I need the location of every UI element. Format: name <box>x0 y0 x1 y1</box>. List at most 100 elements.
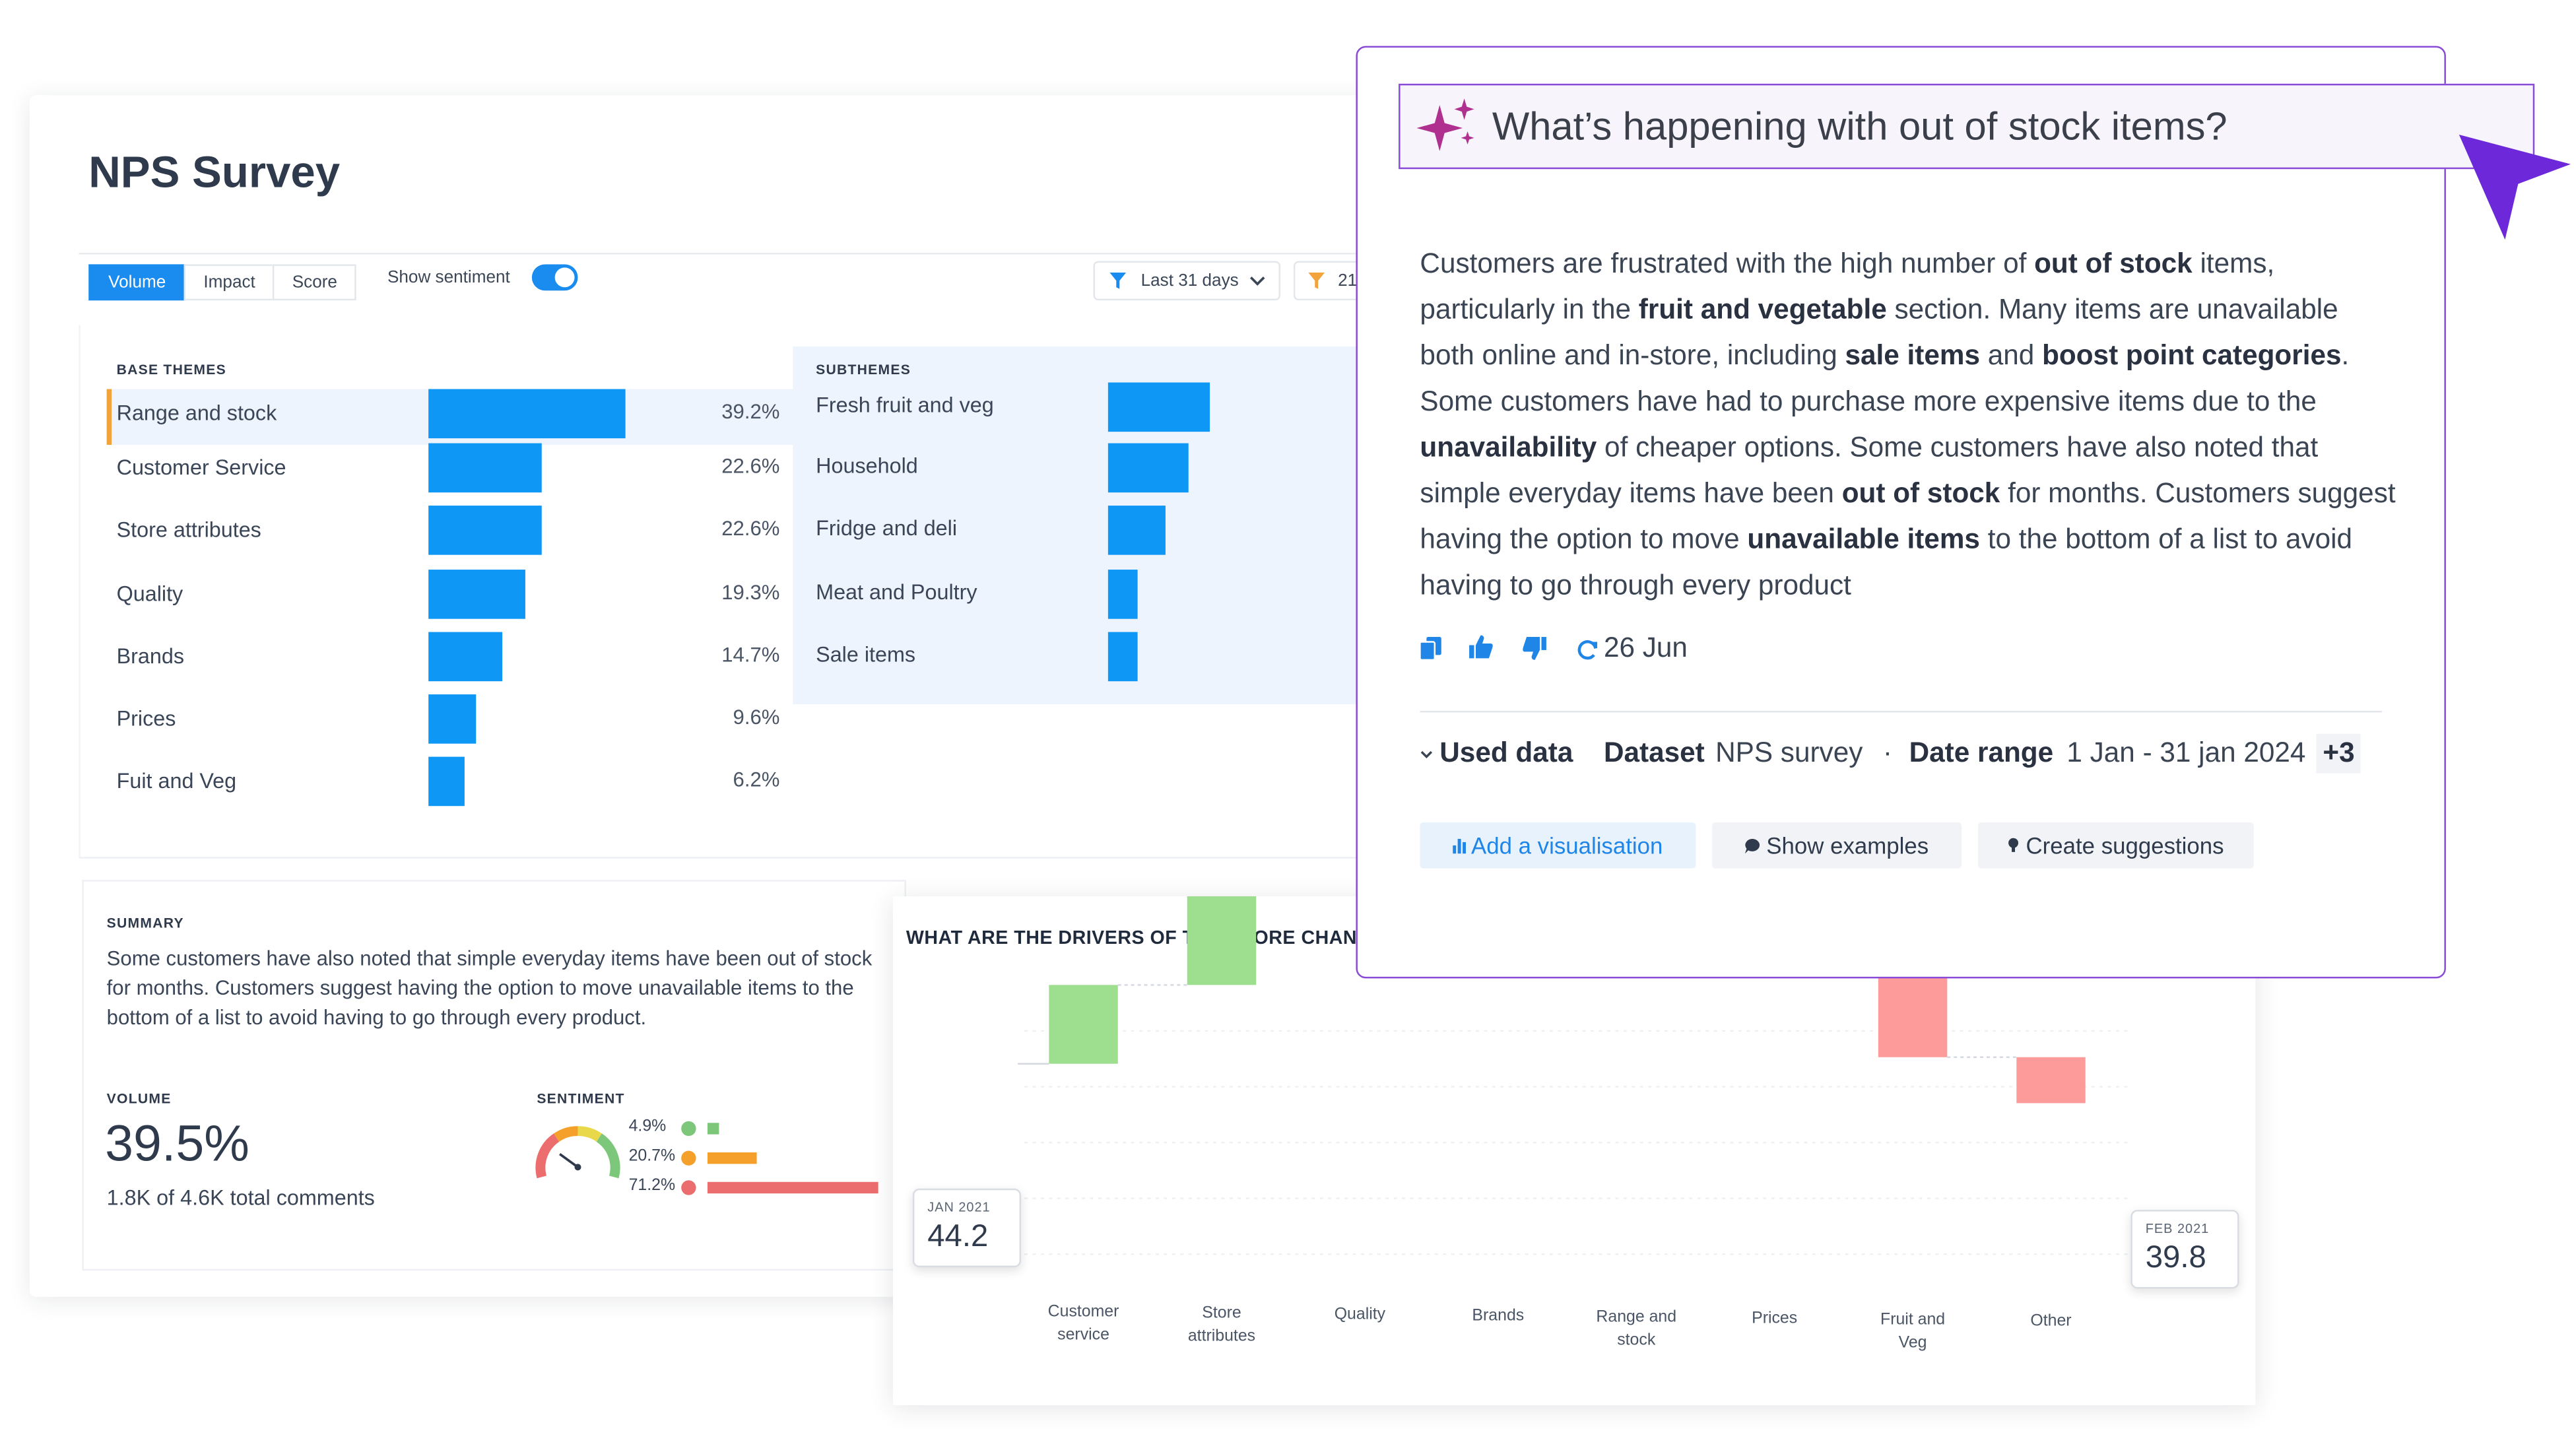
filter-icon <box>1109 272 1127 289</box>
theme-row[interactable]: Fuit and Veg 6.2% <box>81 756 786 807</box>
dataset-value: NPS survey <box>1715 737 1863 769</box>
thumbs-down-icon[interactable] <box>1522 637 1546 661</box>
show-sentiment-toggle[interactable] <box>531 264 578 291</box>
summary-card: SUMMARY Some customers have also noted t… <box>82 880 906 1271</box>
waterfall-bar[interactable] <box>2016 1057 2086 1104</box>
answer-keyword: sale items <box>1845 339 1981 372</box>
answer-text-segment: for months. Customers suggest having the… <box>1420 477 2396 555</box>
theme-bar <box>428 632 503 682</box>
create-suggestions-label: Create suggestions <box>2026 832 2224 859</box>
x-axis-label: Quality <box>1335 1305 1386 1323</box>
sentiment-percent: 71.2% <box>628 1177 676 1195</box>
x-axis-label: Other <box>2030 1311 2071 1330</box>
tab-volume[interactable]: Volume <box>88 264 186 301</box>
subthemes-heading: SUBTHEMES <box>816 361 911 378</box>
volume-subtext: 1.8K of 4.6K total comments <box>106 1185 375 1210</box>
subtheme-row[interactable]: Fridge and deli <box>803 506 1377 555</box>
x-axis-label: attributes <box>1188 1327 1255 1345</box>
waterfall-title: WHAT ARE THE DRIVERS OF THE SCORE CHANGE <box>906 929 1356 949</box>
answer-actions: 26 Jun <box>1420 632 1912 669</box>
ai-answer-panel: Customers are frustrated with the high n… <box>1356 46 2446 979</box>
theme-percent: 22.6% <box>721 454 780 478</box>
subthemes-background <box>793 346 1394 705</box>
show-examples-button[interactable]: Show examples <box>1712 822 1962 869</box>
theme-row[interactable]: Brands 14.7% <box>81 632 786 682</box>
refresh-icon[interactable] <box>1576 639 1599 662</box>
theme-percent: 19.3% <box>721 581 780 605</box>
theme-label: Store attributes <box>116 517 261 542</box>
show-examples-label: Show examples <box>1766 832 1929 859</box>
x-axis-label: Fruit and <box>1880 1310 1945 1329</box>
sentiment-bar <box>707 1123 719 1135</box>
x-axis-label: service <box>1057 1325 1109 1344</box>
sparkles-icon <box>1416 98 1474 151</box>
theme-percent: 6.2% <box>733 768 780 791</box>
used-data-label[interactable]: Used data <box>1439 737 1573 769</box>
theme-row[interactable]: Range and stock 39.2% <box>81 389 786 439</box>
theme-bar <box>428 443 543 493</box>
theme-label: Prices <box>116 706 176 731</box>
sentiment-bar <box>707 1152 758 1164</box>
subtheme-row[interactable]: Fresh fruit and veg <box>803 382 1377 432</box>
dashboard-card: NPS Survey Volume Impact Score Show sent… <box>29 95 1394 1297</box>
ai-answer-text: Customers are frustrated with the high n… <box>1420 242 2398 609</box>
theme-percent: 22.6% <box>721 517 780 541</box>
subtheme-bar <box>1107 632 1138 682</box>
meta-separator: · <box>1882 737 1892 769</box>
theme-bar <box>428 506 543 555</box>
copy-icon[interactable] <box>1420 637 1443 661</box>
chevron-down-icon <box>1249 277 1265 286</box>
question-text: What’s happening with out of stock items… <box>1492 105 2228 150</box>
sentiment-gauge-icon <box>535 1126 620 1179</box>
more-filters-badge[interactable]: +3 <box>2316 733 2361 774</box>
sentiment-percent: 4.9% <box>628 1117 667 1137</box>
theme-row[interactable]: Quality 19.3% <box>81 570 786 619</box>
thumbs-up-icon[interactable] <box>1469 635 1494 660</box>
chevron-down-icon[interactable] <box>1420 750 1433 760</box>
base-themes-heading: BASE THEMES <box>116 361 227 378</box>
date-filter[interactable]: Last 31 days <box>1093 261 1281 301</box>
waterfall-bar[interactable] <box>1187 896 1257 985</box>
theme-percent: 9.6% <box>733 706 780 729</box>
question-box[interactable]: What’s happening with out of stock items… <box>1399 83 2535 170</box>
x-axis-label: Store <box>1202 1304 1241 1322</box>
page-title: NPS Survey <box>88 147 341 197</box>
theme-row[interactable]: Store attributes 22.6% <box>81 506 786 555</box>
subtheme-row[interactable]: Sale items <box>803 632 1377 682</box>
answer-text-segment: to the bottom of a list to avoid having … <box>1420 523 2353 601</box>
tab-impact[interactable]: Impact <box>183 264 275 301</box>
x-axis-label: stock <box>1617 1331 1656 1349</box>
answer-keyword: out of stock <box>2034 248 2193 279</box>
theme-label: Range and stock <box>116 400 277 426</box>
add-visualisation-button[interactable]: Add a visualisation <box>1420 822 1696 869</box>
waterfall-card: WHAT ARE THE DRIVERS OF THE SCORE CHANGE… <box>893 896 2256 1406</box>
sentiment-heading: SENTIMENT <box>537 1090 625 1107</box>
end-value-callout: FEB 2021 39.8 <box>2130 1210 2239 1289</box>
answer-text-segment: and <box>1980 339 2043 372</box>
answer-keyword: unavailable items <box>1747 523 1980 555</box>
toolbar: Volume Impact Score Show sentiment Last … <box>79 253 1394 304</box>
add-visualisation-label: Add a visualisation <box>1470 832 1663 859</box>
sentiment-face-icon <box>681 1180 696 1195</box>
date-filter-label: Last 31 days <box>1140 271 1239 291</box>
create-suggestions-button[interactable]: Create suggestions <box>1978 822 2254 869</box>
start-value: 44.2 <box>927 1219 989 1255</box>
subtheme-row[interactable]: Meat and Poultry <box>803 570 1377 619</box>
answer-text-segment: of cheaper options. Some customers have … <box>1420 432 2319 510</box>
subtheme-bar <box>1107 382 1210 432</box>
theme-row[interactable]: Customer Service 22.6% <box>81 443 786 493</box>
cursor-arrow-icon <box>2458 134 2571 240</box>
summary-text: Some customers have also noted that simp… <box>106 947 873 1030</box>
sentiment-face-icon <box>681 1150 696 1166</box>
answer-text-segment: items, particularly in the <box>1420 248 2275 325</box>
waterfall-bar[interactable] <box>1049 985 1118 1064</box>
subtheme-bar <box>1107 570 1138 619</box>
theme-row[interactable]: Prices 9.6% <box>81 694 786 744</box>
theme-label: Fuit and Veg <box>116 768 237 793</box>
subtheme-label: Meat and Poultry <box>816 579 977 605</box>
answer-text-segment: . Some customers have had to purchase mo… <box>1420 339 2350 417</box>
tab-score[interactable]: Score <box>272 264 357 301</box>
theme-bar <box>428 756 465 807</box>
end-period-label: FEB 2021 <box>2145 1221 2210 1236</box>
subtheme-row[interactable]: Household <box>803 443 1377 493</box>
